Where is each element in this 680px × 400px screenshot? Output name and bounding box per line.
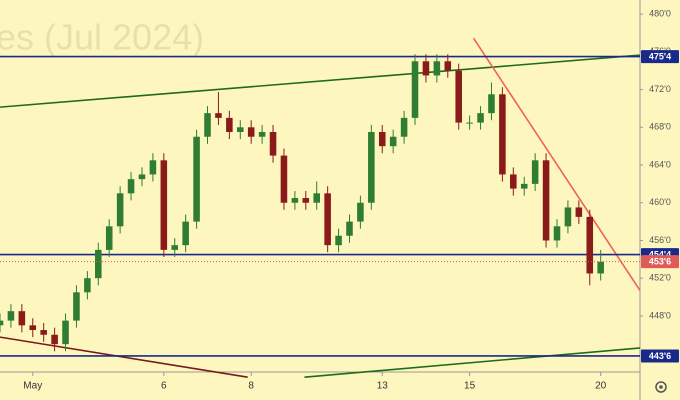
candle-body — [127, 179, 135, 194]
x-tick-label: 8 — [248, 381, 254, 392]
candle-body — [444, 61, 452, 71]
candle-body — [324, 193, 331, 246]
candle-body — [575, 207, 583, 217]
candle-body — [193, 136, 200, 222]
candle-body — [291, 198, 299, 203]
candle-body — [433, 61, 441, 76]
candle-body — [280, 155, 288, 203]
price-label: 454'4 — [649, 249, 671, 259]
candle-body — [302, 198, 310, 203]
candle-body — [116, 193, 124, 227]
candle-body — [62, 320, 69, 345]
settings-icon[interactable] — [655, 381, 667, 393]
price-label-box — [641, 349, 679, 363]
candle-body — [73, 292, 80, 321]
candle-body — [40, 330, 47, 335]
candle-body — [313, 193, 320, 203]
price-label: 475'4 — [649, 51, 671, 61]
watermark: es (Jul 2024) — [0, 17, 204, 58]
price-label-box — [641, 255, 679, 269]
candle-body — [182, 221, 189, 246]
y-tick-label: 464'0 — [649, 159, 671, 169]
candle-body — [477, 113, 484, 123]
candle-body — [455, 70, 462, 123]
price-label-box — [641, 50, 679, 64]
candle-body — [520, 183, 528, 189]
candle-body — [149, 160, 157, 175]
candle-body — [586, 216, 594, 274]
candle-body — [204, 113, 211, 137]
candle-body — [236, 127, 244, 133]
x-tick-label: 6 — [161, 381, 167, 392]
candle-body — [18, 311, 26, 326]
candle-body — [226, 117, 233, 133]
trendline — [0, 336, 248, 378]
candle-body — [597, 261, 604, 274]
x-tick-label: May — [23, 381, 42, 392]
y-tick-label: 448'0 — [649, 310, 671, 320]
candle-body — [215, 113, 222, 118]
x-tick-label: 15 — [464, 381, 476, 392]
candle-body — [510, 174, 517, 189]
candle-body — [531, 160, 539, 184]
candle-body — [105, 226, 113, 250]
candle-body — [138, 174, 146, 180]
y-tick-label: 460'0 — [649, 197, 671, 207]
candle-body — [171, 245, 179, 250]
x-tick-label: 13 — [377, 381, 389, 392]
candle-body — [564, 207, 572, 227]
trendline — [304, 347, 641, 378]
candle-body — [488, 94, 495, 114]
price-label: 443'6 — [649, 351, 671, 361]
candle-body — [368, 132, 375, 203]
candle-body — [357, 202, 364, 222]
y-tick-label: 468'0 — [649, 122, 671, 132]
candle-body — [466, 122, 473, 124]
candle-body — [269, 132, 277, 156]
candle-body — [499, 94, 506, 175]
candle-body — [346, 221, 353, 236]
candle-body — [422, 61, 430, 76]
candle-body — [411, 61, 419, 118]
candle-body — [29, 325, 37, 331]
candle-body — [553, 226, 561, 241]
candle-body — [7, 311, 15, 321]
settings-icon-center — [659, 385, 663, 389]
candle-body — [389, 136, 397, 147]
trendline — [472, 37, 641, 291]
candle-body — [0, 320, 4, 326]
candle-body — [51, 334, 58, 345]
candle-body — [160, 160, 168, 250]
y-tick-label: 452'0 — [649, 273, 671, 283]
candle-body — [84, 278, 91, 293]
price-label: 453'6 — [649, 257, 671, 267]
candle-body — [95, 249, 102, 279]
candle-body — [542, 160, 550, 241]
candle-body — [378, 132, 386, 147]
candle-body — [258, 132, 266, 137]
y-tick-label: 472'0 — [649, 84, 671, 94]
y-tick-label: 456'0 — [649, 235, 671, 245]
candle-body — [400, 117, 408, 137]
x-tick-label: 20 — [595, 381, 607, 392]
y-tick-label: 480'0 — [649, 9, 671, 19]
candle-body — [247, 127, 255, 137]
trendline — [0, 54, 641, 108]
candle-body — [335, 235, 342, 246]
